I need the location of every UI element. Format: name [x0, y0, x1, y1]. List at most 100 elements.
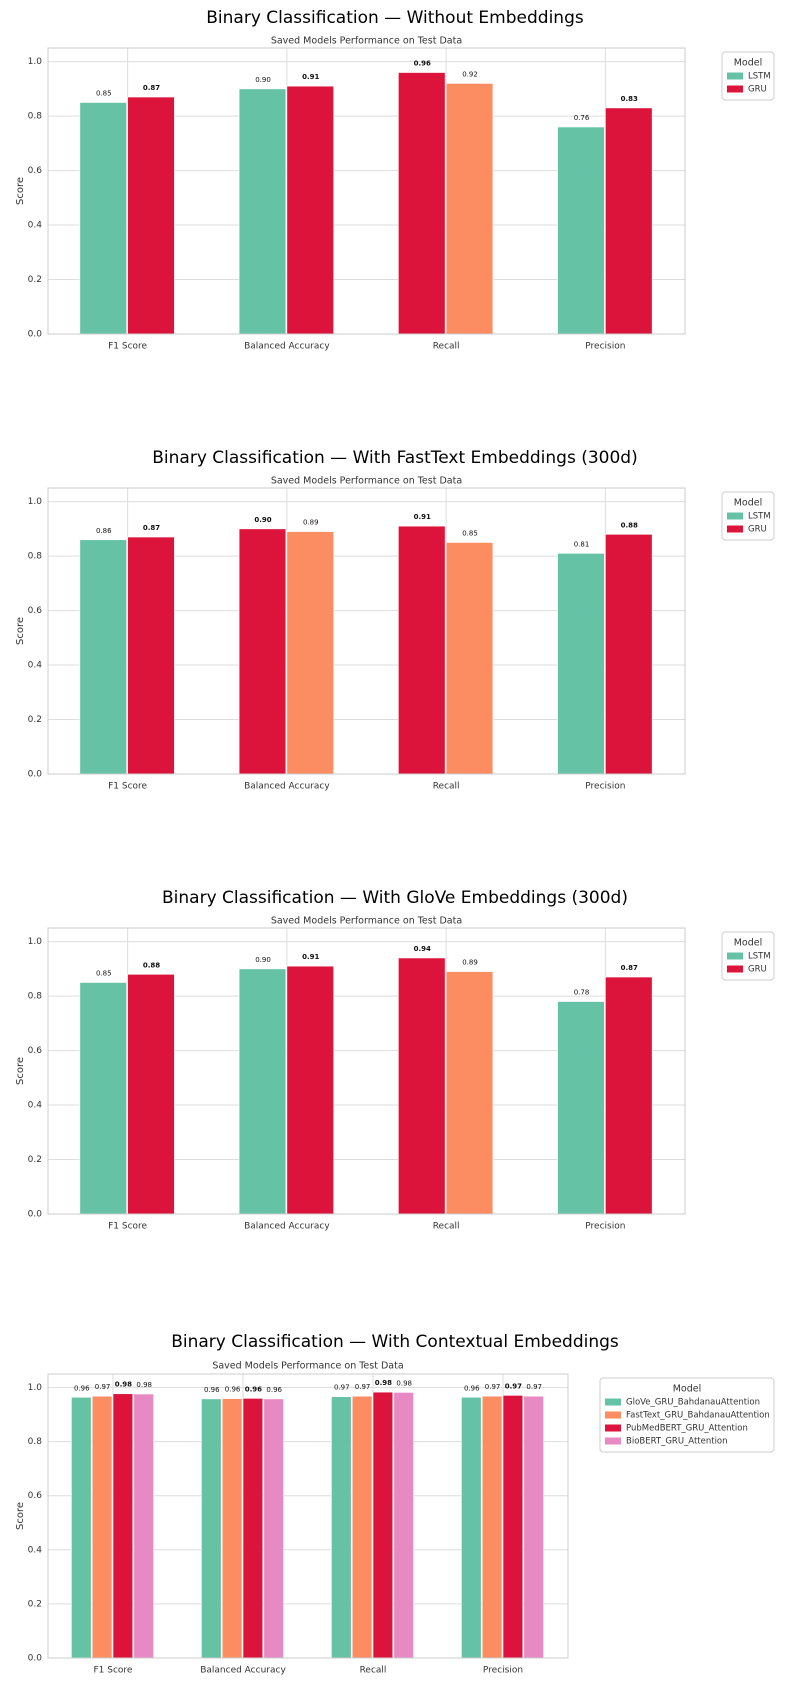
- bar: [127, 536, 175, 775]
- y-tick-label: 0.4: [28, 1101, 43, 1111]
- bar: [127, 96, 175, 335]
- chart-subtitle: Saved Models Performance on Test Data: [271, 476, 462, 487]
- bar: [331, 1396, 352, 1659]
- x-tick-label: Precision: [585, 1222, 625, 1232]
- data-label: 0.91: [414, 513, 431, 521]
- y-tick-label: 0.8: [28, 1437, 43, 1447]
- bar: [238, 88, 287, 335]
- bar: [242, 1398, 264, 1659]
- data-label: 0.87: [143, 84, 160, 92]
- data-label: 0.97: [95, 1383, 111, 1391]
- legend-swatch: [727, 512, 743, 520]
- legend-label: BioBERT_GRU_Attention: [626, 1437, 728, 1447]
- data-label: 0.81: [574, 540, 590, 548]
- chart-glove-embeddings: Binary Classification — With GloVe Embed…: [15, 888, 775, 1232]
- chart-subtitle: Saved Models Performance on Test Data: [271, 916, 462, 927]
- bar: [286, 531, 334, 775]
- bar: [523, 1395, 544, 1659]
- y-axis-label: Score: [15, 617, 26, 645]
- x-tick-label: F1 Score: [108, 1222, 147, 1232]
- data-label: 0.98: [136, 1381, 152, 1389]
- bar: [605, 534, 653, 775]
- y-tick-label: 0.0: [28, 1210, 43, 1220]
- data-label: 0.94: [414, 945, 431, 953]
- plot-frame: [47, 487, 686, 775]
- legend-label: LSTM: [748, 72, 771, 82]
- chart-title: Binary Classification — With GloVe Embed…: [162, 888, 628, 908]
- legend-swatch: [727, 85, 743, 93]
- legend-label: GRU: [748, 965, 767, 975]
- legend-swatch: [727, 72, 743, 80]
- data-label: 0.89: [303, 519, 319, 527]
- legend-swatch: [727, 525, 743, 533]
- legend-label: GRU: [748, 85, 767, 95]
- y-tick-label: 1.0: [28, 497, 43, 507]
- data-label: 0.96: [266, 1386, 282, 1394]
- chart-title: Binary Classification — Without Embeddin…: [206, 8, 584, 28]
- data-label: 0.98: [375, 1379, 392, 1387]
- data-label: 0.97: [505, 1382, 522, 1390]
- data-label: 0.86: [96, 527, 112, 535]
- data-label: 0.89: [462, 959, 478, 967]
- bar: [398, 957, 446, 1215]
- x-tick-label: Precision: [585, 342, 625, 352]
- y-axis-label: Score: [15, 1057, 26, 1085]
- data-label: 0.90: [255, 76, 271, 84]
- bar: [393, 1392, 414, 1659]
- legend-title: Model: [734, 498, 763, 509]
- bar: [605, 107, 653, 335]
- legend-label: GloVe_GRU_BahdanauAttention: [626, 1398, 760, 1408]
- chart-subtitle: Saved Models Performance on Test Data: [271, 36, 462, 47]
- x-tick-label: Precision: [483, 1666, 523, 1676]
- y-tick-label: 0.2: [28, 1155, 42, 1165]
- data-label: 0.78: [574, 989, 590, 997]
- data-label: 0.85: [96, 969, 112, 977]
- y-tick-label: 0.4: [28, 661, 43, 671]
- bar: [605, 976, 653, 1215]
- y-tick-label: 0.8: [28, 552, 43, 562]
- y-tick-label: 0.0: [28, 1654, 43, 1664]
- y-tick-label: 0.8: [28, 112, 43, 122]
- bar: [79, 982, 127, 1215]
- data-label: 0.98: [115, 1381, 132, 1389]
- bar: [445, 971, 494, 1215]
- data-label: 0.83: [621, 95, 638, 103]
- legend-label: LSTM: [748, 952, 771, 962]
- chart-without-embeddings: Binary Classification — Without Embeddin…: [15, 8, 775, 352]
- bar: [557, 553, 605, 775]
- plot-frame: [47, 1373, 569, 1659]
- bar: [481, 1395, 503, 1659]
- legend-swatch: [605, 1398, 621, 1406]
- x-tick-label: Balanced Accuracy: [244, 1222, 330, 1232]
- bar: [79, 539, 127, 775]
- bar: [461, 1396, 482, 1659]
- data-label: 0.87: [621, 964, 638, 972]
- bar: [502, 1395, 524, 1659]
- bar: [372, 1391, 394, 1659]
- data-label: 0.85: [462, 529, 478, 537]
- y-tick-label: 0.8: [28, 992, 43, 1002]
- bar: [71, 1396, 92, 1659]
- chart-title: Binary Classification — With FastText Em…: [152, 448, 637, 468]
- data-label: 0.88: [143, 961, 160, 969]
- legend-title: Model: [734, 938, 763, 949]
- bar: [445, 542, 494, 775]
- y-tick-label: 0.4: [28, 1545, 43, 1555]
- data-label: 0.97: [355, 1383, 371, 1391]
- chart-fasttext-embeddings: Binary Classification — With FastText Em…: [15, 448, 775, 792]
- data-label: 0.97: [334, 1384, 350, 1392]
- bar: [398, 525, 446, 775]
- y-tick-label: 0.6: [28, 606, 43, 616]
- y-tick-label: 0.4: [28, 221, 43, 231]
- data-label: 0.96: [414, 60, 431, 68]
- x-tick-label: Balanced Accuracy: [244, 342, 330, 352]
- bar: [91, 1395, 113, 1659]
- y-tick-label: 0.6: [28, 1491, 43, 1501]
- y-tick-label: 0.6: [28, 166, 43, 176]
- x-tick-label: Recall: [433, 1222, 460, 1232]
- legend-label: LSTM: [748, 512, 771, 522]
- y-tick-label: 1.0: [28, 1383, 43, 1393]
- data-label: 0.91: [302, 73, 319, 81]
- bar: [557, 126, 605, 335]
- data-label: 0.87: [143, 524, 160, 532]
